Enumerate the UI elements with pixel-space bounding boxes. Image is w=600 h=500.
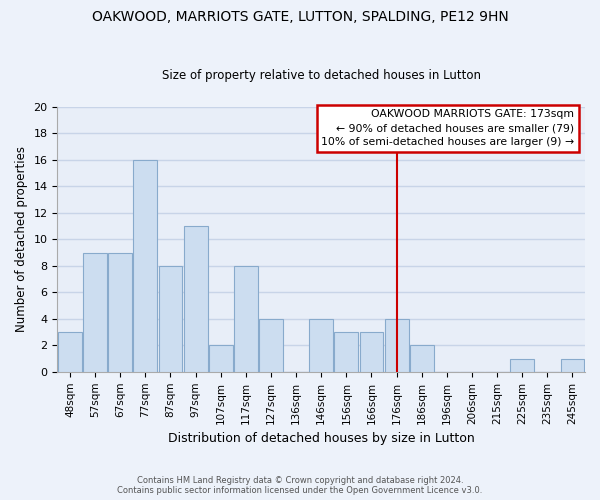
Bar (209, 346, 233, 372)
Bar (510, 358, 534, 372)
Bar (108, 252, 132, 372)
X-axis label: Distribution of detached houses by size in Lutton: Distribution of detached houses by size … (168, 432, 475, 445)
Bar (309, 319, 333, 372)
Title: Size of property relative to detached houses in Lutton: Size of property relative to detached ho… (162, 69, 481, 82)
Bar (259, 319, 283, 372)
Bar (385, 319, 409, 372)
Bar (133, 160, 157, 372)
Bar (184, 226, 208, 372)
Text: OAKWOOD MARRIOTS GATE: 173sqm
← 90% of detached houses are smaller (79)
10% of s: OAKWOOD MARRIOTS GATE: 173sqm ← 90% of d… (322, 110, 574, 148)
Text: Contains HM Land Registry data © Crown copyright and database right 2024.
Contai: Contains HM Land Registry data © Crown c… (118, 476, 482, 495)
Bar (158, 266, 182, 372)
Bar (410, 346, 434, 372)
Text: OAKWOOD, MARRIOTS GATE, LUTTON, SPALDING, PE12 9HN: OAKWOOD, MARRIOTS GATE, LUTTON, SPALDING… (92, 10, 508, 24)
Bar (334, 332, 358, 372)
Bar (560, 358, 584, 372)
Bar (83, 252, 107, 372)
Bar (58, 332, 82, 372)
Y-axis label: Number of detached properties: Number of detached properties (15, 146, 28, 332)
Bar (359, 332, 383, 372)
Bar (234, 266, 258, 372)
